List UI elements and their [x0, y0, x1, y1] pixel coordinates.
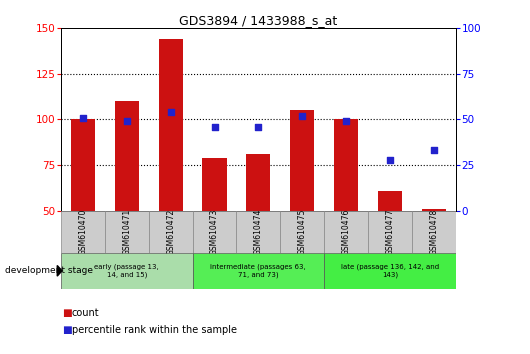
Bar — [202, 158, 226, 211]
Text: GSM610478: GSM610478 — [429, 209, 438, 255]
Title: GDS3894 / 1433988_s_at: GDS3894 / 1433988_s_at — [179, 14, 338, 27]
Bar — [105, 211, 149, 253]
Text: GSM610471: GSM610471 — [122, 209, 131, 255]
Bar — [246, 154, 270, 211]
Point — [386, 157, 394, 162]
Bar — [61, 211, 105, 253]
Point — [78, 115, 87, 120]
Text: count: count — [72, 308, 99, 318]
Bar — [149, 211, 192, 253]
Text: GSM610476: GSM610476 — [342, 209, 351, 255]
Polygon shape — [57, 266, 62, 276]
Text: ■: ■ — [63, 308, 72, 318]
Point — [122, 119, 131, 124]
Point — [210, 124, 219, 130]
Text: GSM610470: GSM610470 — [78, 209, 87, 255]
Text: GSM610472: GSM610472 — [166, 209, 175, 255]
Bar — [378, 190, 402, 211]
Bar — [324, 253, 456, 289]
Bar — [324, 211, 368, 253]
Text: late (passage 136, 142, and
143): late (passage 136, 142, and 143) — [341, 264, 439, 278]
Text: GSM610474: GSM610474 — [254, 209, 263, 255]
Bar — [334, 120, 358, 211]
Bar — [61, 253, 192, 289]
Bar — [236, 211, 280, 253]
Bar — [280, 211, 324, 253]
Text: intermediate (passages 63,
71, and 73): intermediate (passages 63, 71, and 73) — [210, 264, 306, 278]
Point — [342, 119, 350, 124]
Text: GSM610477: GSM610477 — [385, 209, 394, 255]
Bar — [71, 120, 95, 211]
Bar — [158, 39, 183, 211]
Point — [254, 124, 263, 130]
Bar — [422, 209, 446, 211]
Text: development stage: development stage — [5, 266, 93, 275]
Text: GSM610475: GSM610475 — [298, 209, 307, 255]
Text: GSM610473: GSM610473 — [210, 209, 219, 255]
Point — [430, 148, 438, 153]
Bar — [114, 101, 139, 211]
Bar — [192, 253, 324, 289]
Bar — [192, 211, 236, 253]
Text: ■: ■ — [63, 325, 72, 335]
Text: early (passage 13,
14, and 15): early (passage 13, 14, and 15) — [94, 264, 159, 278]
Bar — [368, 211, 412, 253]
Point — [166, 109, 175, 115]
Point — [298, 113, 306, 119]
Bar — [412, 211, 456, 253]
Text: percentile rank within the sample: percentile rank within the sample — [72, 325, 236, 335]
Bar — [290, 110, 314, 211]
